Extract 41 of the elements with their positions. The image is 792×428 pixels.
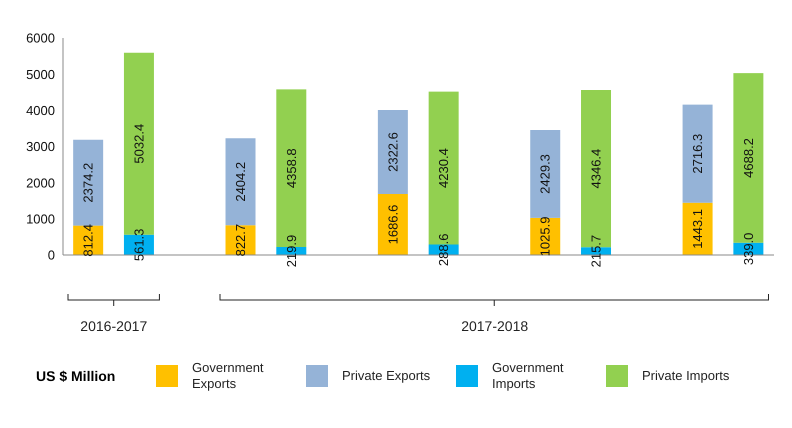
- text: 2016-2017: [79, 318, 148, 334]
- data-label: 2404.2: [233, 162, 248, 202]
- data-label: 4688.2: [740, 138, 756, 178]
- data-label: 219.9: [284, 234, 299, 268]
- y-tick-label: 4000: [26, 102, 55, 118]
- bar: [378, 194, 408, 255]
- bar: [530, 130, 560, 218]
- text: 2017-2018: [460, 318, 530, 334]
- bar: [226, 138, 256, 226]
- y-tick-label: 0: [48, 248, 55, 263]
- y-tick-label: 6000: [26, 30, 55, 46]
- data-label: 339.0: [740, 232, 756, 266]
- data-label: 215.7: [588, 234, 604, 268]
- legend-label: Private Imports: [642, 368, 730, 384]
- data-label: 1443.1: [690, 209, 706, 249]
- bar: [682, 104, 713, 203]
- data-label: 4358.8: [284, 148, 299, 188]
- data-label: 1686.6: [385, 204, 400, 244]
- data-label: 812.4: [80, 224, 96, 257]
- data-label: 2374.2: [80, 162, 96, 203]
- y-tick-label: 2000: [26, 175, 55, 190]
- y-tick-label: 3000: [26, 139, 55, 154]
- legend-label: Government Exports: [192, 360, 265, 392]
- data-label: 5032.4: [131, 124, 146, 164]
- data-label: 561.3: [131, 228, 146, 262]
- data-label: 2716.3: [690, 134, 706, 174]
- data-label: 822.7: [233, 224, 248, 256]
- legend-label: Private Exports: [342, 368, 432, 384]
- data-label: 4346.4: [588, 148, 604, 188]
- data-label: 4230.4: [436, 148, 452, 188]
- bar: [73, 140, 104, 226]
- data-label: 1025.9: [538, 216, 553, 256]
- bar: [378, 110, 408, 194]
- data-label: 2429.3: [538, 154, 553, 194]
- legend-label: Government Imports: [492, 360, 565, 392]
- bar: [682, 202, 713, 255]
- y-tick-label: 1000: [26, 211, 55, 226]
- data-label: 2322.6: [385, 132, 400, 172]
- y-tick-label: 5000: [26, 66, 55, 82]
- legend-title: US $ Million: [36, 368, 116, 384]
- data-label: 288.6: [436, 234, 452, 266]
